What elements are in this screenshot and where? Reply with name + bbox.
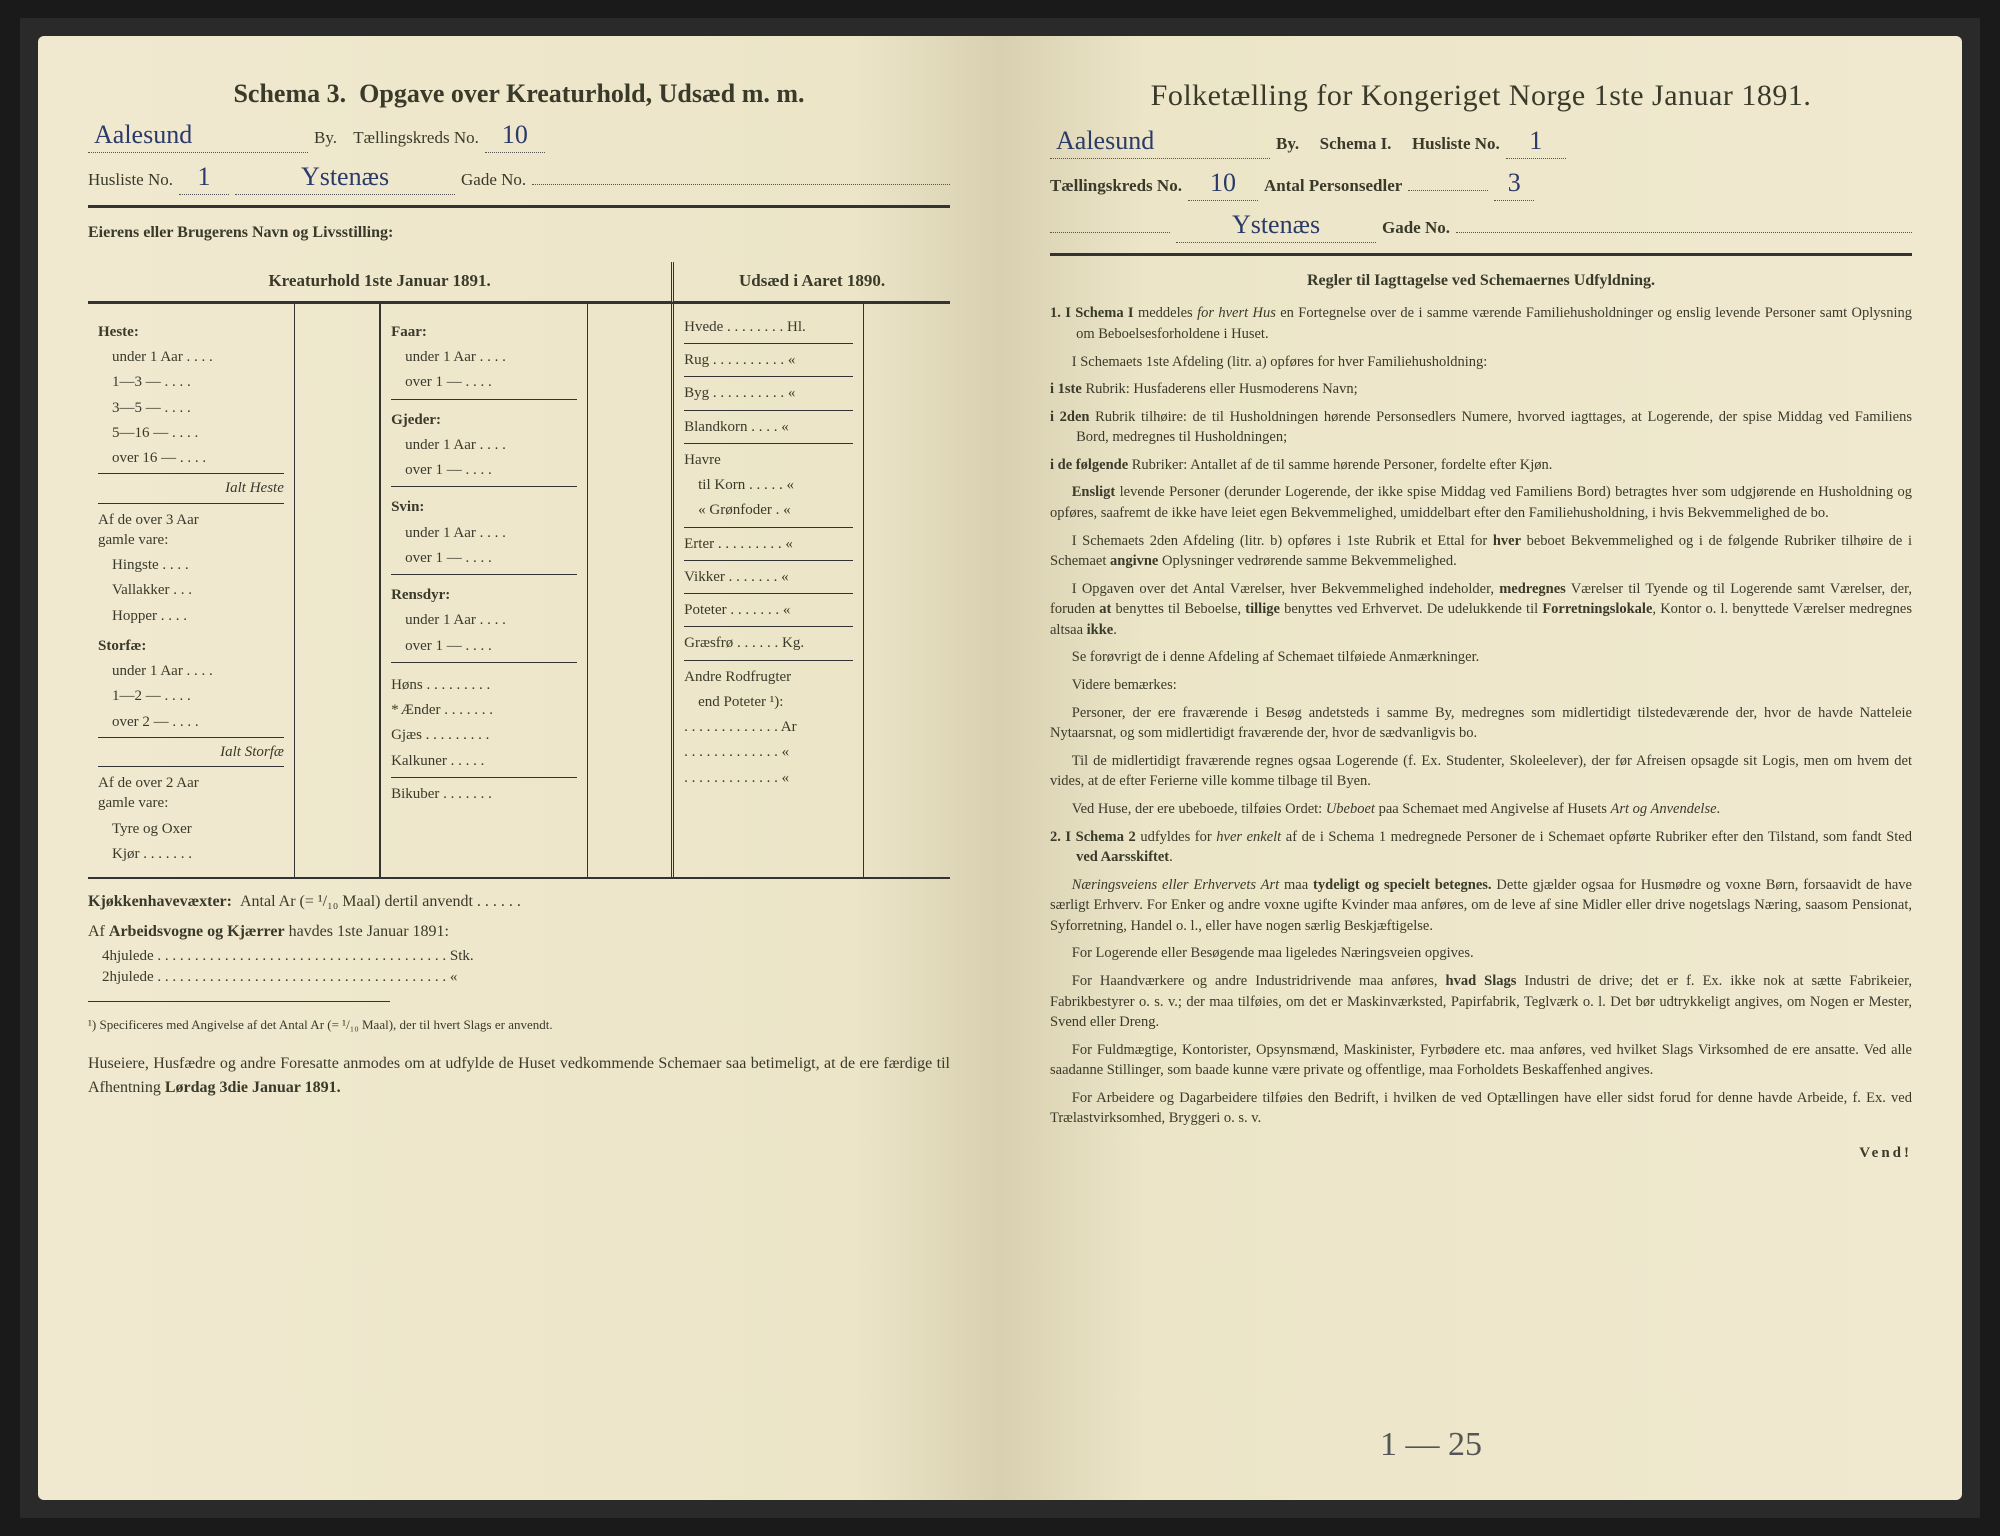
udsaed-header: Udsæd i Aaret 1890. (674, 262, 950, 302)
owner-label: Eierens eller Brugerens Navn og Livsstil… (88, 222, 950, 244)
left-city-row: Aalesund By. Tællingskreds No. 10 (88, 117, 950, 153)
book-spread: Schema 3. Opgave over Kreaturhold, Udsæd… (20, 18, 1980, 1518)
footer-text: Huseiere, Husfædre og andre Foresatte an… (88, 1052, 950, 1100)
right-city-row: Aalesund By. Schema I. Husliste No. 1 (1050, 123, 1912, 159)
right-gade-row: Ystenæs Gade No. (1050, 207, 1912, 243)
kreatur-header: Kreaturhold 1ste Januar 1891. (88, 262, 674, 302)
pencil-annotation: 1 — 25 (1380, 1422, 1482, 1468)
vogne-row: Af Arbeidsvogne og Kjærrer havdes 1ste J… (88, 921, 950, 943)
left-husliste-row: Husliste No. 1 Ystenæs Gade No. (88, 159, 950, 195)
city-handwritten: Aalesund (88, 117, 308, 153)
right-page: Folketælling for Kongeriget Norge 1ste J… (1000, 36, 1962, 1500)
right-kreds-row: Tællingskreds No. 10 Antal Personsedler … (1050, 165, 1912, 201)
rules-body: 1. I Schema I meddeles for hvert Hus en … (1050, 303, 1912, 1129)
footnote: ¹) Specificeres med Angivelse af det Ant… (88, 1016, 950, 1034)
kreds-handwritten: 10 (485, 117, 545, 153)
left-title: Schema 3. Opgave over Kreaturhold, Udsæd… (88, 76, 950, 111)
vend-label: Vend! (1050, 1143, 1912, 1163)
kjokken-row: Kjøkkenhavevæxter: Antal Ar (= ¹/₁₀ Maal… (88, 891, 950, 913)
right-title: Folketælling for Kongeriget Norge 1ste J… (1050, 76, 1912, 117)
kreatur-table: Heste: under 1 Aar . . . . 1—3 — . . . .… (88, 302, 950, 879)
left-page: Schema 3. Opgave over Kreaturhold, Udsæd… (38, 36, 1000, 1500)
rules-title: Regler til Iagttagelse ved Schemaernes U… (1050, 270, 1912, 292)
